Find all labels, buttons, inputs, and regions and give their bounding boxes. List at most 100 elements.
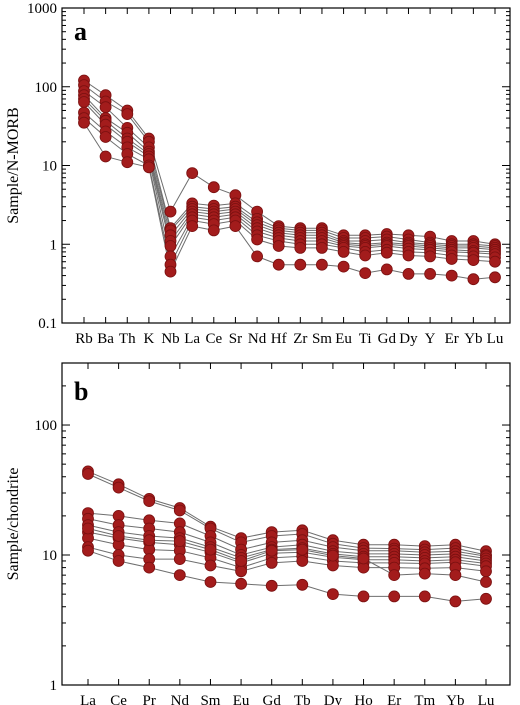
y-tick-label: 100 bbox=[35, 80, 58, 96]
data-point bbox=[315, 241, 328, 254]
y-axis-label: Sample/chondrite bbox=[5, 468, 22, 581]
data-point bbox=[445, 269, 458, 282]
data-point bbox=[337, 245, 350, 258]
data-point bbox=[402, 249, 415, 262]
data-point bbox=[235, 555, 248, 567]
data-point bbox=[480, 576, 492, 588]
x-tick-label: La bbox=[80, 693, 96, 705]
y-axis-label: Sample/N-MORB bbox=[5, 107, 22, 223]
x-tick-label: Zr bbox=[293, 331, 307, 347]
data-point bbox=[143, 534, 156, 547]
data-point bbox=[164, 265, 177, 278]
y-tick-label: 10 bbox=[42, 159, 57, 175]
data-point bbox=[173, 553, 186, 565]
x-tick-label: Dy bbox=[324, 693, 343, 705]
data-point bbox=[186, 167, 199, 180]
x-tick-label: Ho bbox=[354, 693, 372, 705]
data-point bbox=[142, 161, 155, 174]
y-tick-label: 0.1 bbox=[38, 316, 57, 332]
data-point bbox=[99, 131, 112, 143]
data-point bbox=[121, 156, 134, 169]
data-point bbox=[143, 495, 156, 508]
data-point bbox=[112, 555, 125, 567]
data-point bbox=[480, 565, 492, 578]
data-point bbox=[99, 150, 112, 163]
data-point bbox=[251, 250, 264, 263]
data-point bbox=[173, 569, 186, 581]
x-tick-label: Tm bbox=[414, 693, 435, 705]
x-tick-label: Nd bbox=[171, 693, 190, 705]
data-point bbox=[265, 557, 278, 569]
data-point bbox=[294, 258, 307, 271]
data-point bbox=[296, 578, 309, 591]
data-point bbox=[204, 543, 217, 556]
data-point bbox=[164, 205, 177, 218]
x-tick-label: Er bbox=[445, 331, 459, 347]
data-point bbox=[326, 549, 339, 562]
data-point bbox=[164, 240, 177, 252]
data-point bbox=[424, 250, 437, 263]
x-tick-label: Sm bbox=[200, 693, 220, 705]
x-tick-label: Gd bbox=[378, 331, 397, 347]
x-tick-label: Y bbox=[425, 331, 436, 347]
chart-panel-a: 0.1 1 10 100 1000 Rb Ba Th K Nb La Ce Sr Nd Hf Zr Sm Eu Ti… bbox=[5, 1, 511, 347]
y-tick-label: 100 bbox=[35, 418, 58, 434]
data-point bbox=[265, 544, 278, 557]
x-tick-label: Ti bbox=[359, 331, 372, 347]
x-tick-label: Ba bbox=[97, 331, 114, 347]
data-point bbox=[82, 468, 94, 480]
data-point bbox=[359, 267, 372, 280]
x-tick-label: Eu bbox=[233, 693, 250, 705]
x-tick-label: Sr bbox=[229, 331, 242, 347]
x-tick-label: Rb bbox=[75, 331, 93, 347]
data-point bbox=[296, 555, 309, 567]
data-point bbox=[480, 592, 492, 605]
x-tick-label: Ce bbox=[110, 693, 127, 705]
data-point bbox=[380, 263, 393, 276]
x-tick-label: Dy bbox=[399, 331, 418, 347]
data-point bbox=[296, 543, 309, 556]
x-tick-label: Pr bbox=[143, 693, 156, 705]
data-point bbox=[467, 273, 480, 286]
data-point bbox=[173, 504, 186, 517]
data-point bbox=[265, 579, 278, 592]
data-point bbox=[112, 530, 125, 542]
data-point bbox=[326, 559, 339, 572]
data-point bbox=[251, 233, 264, 246]
data-point bbox=[207, 181, 220, 194]
data-point bbox=[388, 569, 401, 581]
x-tick-label: La bbox=[184, 331, 200, 347]
y-tick-label: 1000 bbox=[27, 1, 57, 17]
data-point bbox=[315, 258, 328, 271]
data-point bbox=[272, 258, 285, 271]
data-point bbox=[326, 588, 339, 600]
panel-label: b bbox=[74, 377, 88, 406]
data-point bbox=[99, 101, 112, 114]
x-tick-label: K bbox=[143, 331, 154, 347]
data-point bbox=[449, 595, 462, 608]
x-tick-label: Lu bbox=[478, 693, 495, 705]
data-point bbox=[357, 552, 370, 565]
data-point bbox=[445, 253, 458, 265]
x-tick-label: Yb bbox=[464, 331, 482, 347]
x-tick-label: Ce bbox=[205, 331, 222, 347]
data-point bbox=[235, 565, 248, 578]
x-tick-label: Er bbox=[387, 693, 401, 705]
x-tick-label: Hf bbox=[271, 331, 287, 347]
x-tick-label: Sm bbox=[312, 331, 332, 347]
data-point bbox=[82, 522, 94, 535]
series-line-4 bbox=[83, 94, 496, 251]
x-tick-label: Yb bbox=[446, 693, 464, 705]
y-tick-label: 1 bbox=[50, 678, 58, 694]
x-tick-label: Lu bbox=[487, 331, 504, 347]
data-point bbox=[449, 569, 462, 581]
x-tick-label: Eu bbox=[335, 331, 352, 347]
data-point bbox=[143, 561, 156, 574]
data-point bbox=[112, 481, 125, 494]
x-tick-label: Nb bbox=[161, 331, 179, 347]
y-tick-label: 10 bbox=[42, 548, 57, 564]
data-point bbox=[294, 241, 307, 254]
x-tick-label: Tb bbox=[294, 693, 311, 705]
data-point bbox=[207, 224, 220, 237]
